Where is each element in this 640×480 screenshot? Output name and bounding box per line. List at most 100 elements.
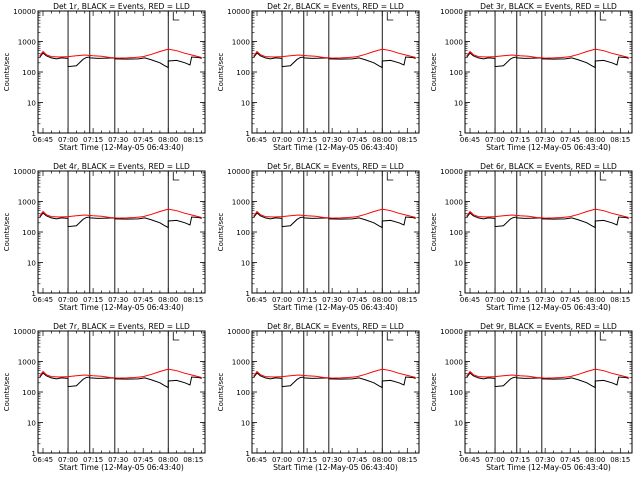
- x-tick-label: 08:00: [158, 296, 178, 304]
- x-tick-label: 08:15: [183, 136, 203, 144]
- series-line-lld: [466, 48, 629, 59]
- y-tick-label: 10: [454, 99, 464, 108]
- plot-frame: [464, 10, 633, 134]
- x-tick-label: 07:45: [347, 456, 367, 464]
- plot-frame: [251, 10, 420, 134]
- x-tick-label: 08:15: [183, 296, 203, 304]
- y-tick-label: 1000: [445, 198, 464, 207]
- y-tick-label: 1000: [18, 198, 37, 207]
- x-tick-label: 07:30: [322, 456, 342, 464]
- y-tick-label: 10000: [227, 327, 250, 336]
- bracket-marker: [386, 332, 394, 341]
- y-tick-label: 100: [22, 388, 36, 397]
- x-tick-label: 07:00: [58, 136, 78, 144]
- series-line-events: [39, 372, 202, 389]
- x-axis-label: Start Time (12-May-05 06:43:40): [59, 463, 184, 472]
- y-tick-label: 10: [241, 259, 251, 268]
- x-tick-label: 08:00: [158, 136, 178, 144]
- x-tick-label: 06:45: [460, 136, 480, 144]
- x-tick-label: 07:30: [322, 296, 342, 304]
- x-tick-label: 08:15: [397, 296, 417, 304]
- bracket-marker: [599, 12, 607, 21]
- y-tick-label: 100: [22, 228, 36, 237]
- y-axis-label: Counts/sec: [430, 53, 438, 92]
- x-axis-label: Start Time (12-May-05 06:43:40): [273, 463, 398, 472]
- det-panel-5: 1 10 100 1000 10000 06:45 07:00 07:15 07:30 07:45…: [217, 162, 420, 312]
- bracket-marker: [172, 172, 180, 181]
- y-tick-label: 1: [31, 289, 36, 298]
- x-axis-label: Start Time (12-May-05 06:43:40): [273, 143, 398, 152]
- x-tick-label: 07:45: [133, 456, 153, 464]
- series-line-lld: [253, 208, 416, 219]
- x-tick-label: 07:45: [347, 136, 367, 144]
- plot-frame: [37, 170, 206, 294]
- y-tick-label: 10: [454, 419, 464, 428]
- x-tick-label: 07:30: [108, 456, 128, 464]
- plot-frame: [251, 170, 420, 294]
- y-axis-label: Counts/sec: [3, 53, 11, 92]
- bracket-marker: [172, 332, 180, 341]
- x-tick-label: 07:30: [535, 456, 555, 464]
- y-tick-label: 100: [449, 388, 463, 397]
- y-tick-label: 1: [458, 129, 463, 138]
- x-tick-label: 08:15: [397, 456, 417, 464]
- x-tick-label: 06:45: [33, 296, 53, 304]
- x-axis-label: Start Time (12-May-05 06:43:40): [59, 303, 184, 312]
- series-line-events: [466, 52, 629, 69]
- y-tick-label: 10000: [13, 327, 36, 336]
- x-axis-label: Start Time (12-May-05 06:43:40): [486, 143, 611, 152]
- plot-frame: [464, 170, 633, 294]
- series-line-lld: [39, 48, 202, 59]
- panel-title: Det 9r, BLACK = Events, RED = LLD: [480, 322, 617, 331]
- y-axis-label: Counts/sec: [217, 53, 225, 92]
- det-panel-1: 1 10 100 1000 10000 06:45 07:00 07:15 07:30 07:45…: [3, 2, 206, 152]
- y-axis-label: Counts/sec: [3, 213, 11, 252]
- y-tick-label: 10: [27, 99, 37, 108]
- det-panel-3: 1 10 100 1000 10000 06:45 07:00 07:15 07:30 07:45…: [430, 2, 633, 152]
- x-tick-label: 07:45: [133, 136, 153, 144]
- series-line-events: [39, 52, 202, 69]
- y-tick-label: 1000: [445, 358, 464, 367]
- x-tick-label: 07:00: [58, 456, 78, 464]
- y-tick-label: 10000: [227, 7, 250, 16]
- plot-frame: [464, 330, 633, 454]
- x-tick-label: 07:00: [58, 296, 78, 304]
- x-tick-label: 08:00: [372, 136, 392, 144]
- series-line-events: [253, 372, 416, 389]
- y-tick-label: 1000: [232, 38, 251, 47]
- x-tick-label: 08:15: [183, 456, 203, 464]
- plot-frame: [37, 330, 206, 454]
- x-tick-label: 07:00: [485, 136, 505, 144]
- y-tick-label: 100: [236, 68, 250, 77]
- series-line-lld: [39, 368, 202, 379]
- y-tick-label: 100: [22, 68, 36, 77]
- x-tick-label: 07:45: [560, 136, 580, 144]
- series-line-events: [39, 212, 202, 229]
- y-tick-label: 1: [245, 129, 250, 138]
- x-tick-label: 06:45: [33, 456, 53, 464]
- panel-title: Det 7r, BLACK = Events, RED = LLD: [53, 322, 190, 331]
- plot-frame: [37, 10, 206, 134]
- x-tick-label: 07:45: [560, 296, 580, 304]
- series-line-lld: [466, 368, 629, 379]
- bracket-marker: [172, 12, 180, 21]
- x-tick-label: 07:15: [297, 296, 317, 304]
- y-axis-label: Counts/sec: [430, 373, 438, 412]
- x-tick-label: 07:15: [510, 136, 530, 144]
- series-line-events: [466, 212, 629, 229]
- y-tick-label: 1: [31, 129, 36, 138]
- x-tick-label: 07:15: [83, 296, 103, 304]
- y-tick-label: 100: [236, 388, 250, 397]
- x-tick-label: 07:00: [272, 296, 292, 304]
- y-tick-label: 10000: [440, 327, 463, 336]
- x-tick-label: 07:45: [133, 296, 153, 304]
- x-tick-label: 06:45: [460, 456, 480, 464]
- series-line-lld: [253, 48, 416, 59]
- x-tick-label: 07:30: [322, 136, 342, 144]
- panel-title: Det 1r, BLACK = Events, RED = LLD: [53, 2, 190, 11]
- x-tick-label: 07:45: [347, 296, 367, 304]
- y-tick-label: 10000: [227, 167, 250, 176]
- panel-title: Det 3r, BLACK = Events, RED = LLD: [480, 2, 617, 11]
- y-axis-label: Counts/sec: [217, 373, 225, 412]
